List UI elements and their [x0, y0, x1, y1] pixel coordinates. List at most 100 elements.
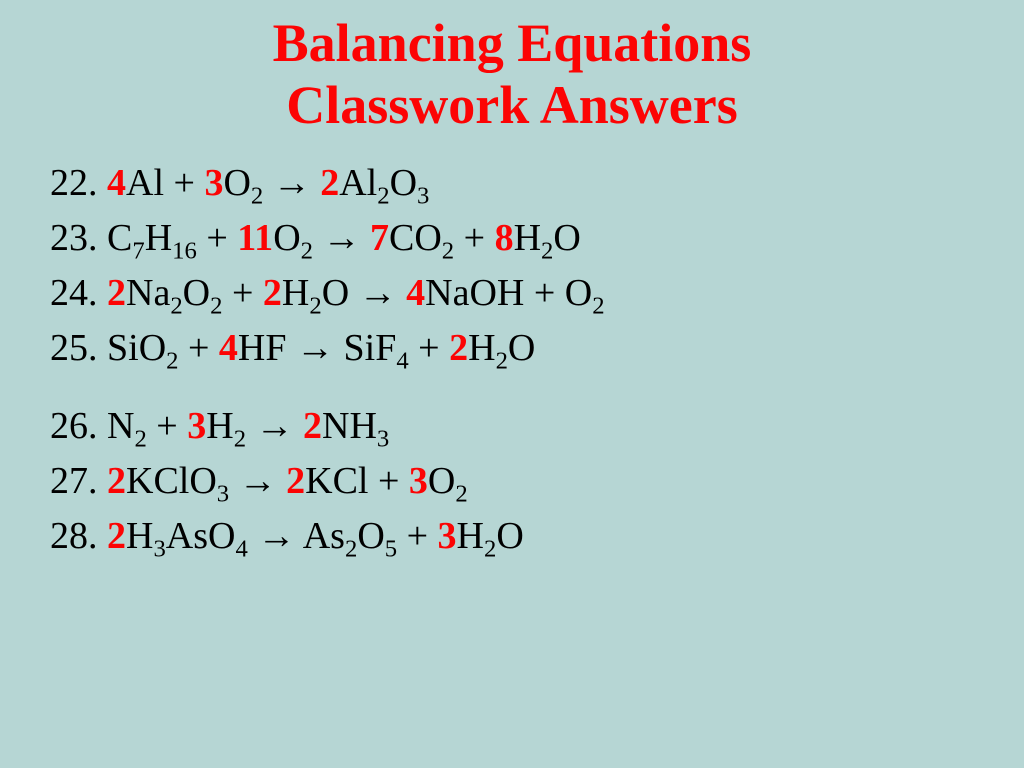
coefficient: 2 [449, 327, 468, 369]
equation-23: 23. C7H16 + 11O2 → 7CO2 + 8H2O [50, 211, 994, 266]
formula-text: O [390, 162, 417, 204]
subscript: 2 [301, 238, 313, 265]
formula-text: → As [248, 515, 345, 557]
formula-text: + [197, 217, 237, 259]
coefficient: 7 [370, 217, 389, 259]
formula-text: H [206, 405, 233, 447]
subscript: 2 [170, 293, 182, 320]
formula-text: + [178, 327, 218, 369]
formula-text: O → [322, 272, 406, 314]
slide-title: Balancing Equations Classwork Answers [30, 12, 994, 136]
formula-text: Al + [126, 162, 204, 204]
formula-text: → [263, 162, 320, 204]
subscript: 16 [172, 238, 197, 265]
title-line-1: Balancing Equations [30, 12, 994, 74]
formula-text: + [409, 327, 449, 369]
subscript: 2 [496, 348, 508, 375]
formula-text: CO [389, 217, 442, 259]
formula-text: H [282, 272, 309, 314]
title-line-2: Classwork Answers [30, 74, 994, 136]
equation-22: 22. 4Al + 3O2 → 2Al2O3 [50, 156, 994, 211]
coefficient: 2 [107, 460, 126, 502]
formula-text: → [229, 460, 286, 502]
subscript: 4 [396, 348, 408, 375]
formula-text: HF → SiF [238, 327, 396, 369]
coefficient: 3 [204, 162, 223, 204]
coefficient: 2 [320, 162, 339, 204]
coefficient: 4 [219, 327, 238, 369]
subscript: 2 [541, 238, 553, 265]
subscript: 4 [235, 535, 247, 562]
formula-text: + [454, 217, 494, 259]
formula-text: O [183, 272, 210, 314]
subscript: 2 [166, 348, 178, 375]
formula-text: AsO [166, 515, 236, 557]
subscript: 3 [377, 425, 389, 452]
formula-text: O [223, 162, 250, 204]
formula-text: KCl + [305, 460, 409, 502]
equation-28: 28. 2H3AsO4 → As2O5 + 3H2O [50, 509, 994, 564]
formula-text: NH [322, 405, 377, 447]
equation-number: 25. [50, 327, 107, 369]
equations-list: 22. 4Al + 3O2 → 2Al2O323. C7H16 + 11O2 →… [30, 156, 994, 564]
formula-text: H [145, 217, 172, 259]
equation-gap [50, 377, 994, 399]
subscript: 3 [153, 535, 165, 562]
equation-number: 24. [50, 272, 107, 314]
formula-text: O [428, 460, 455, 502]
equation-number: 22. [50, 162, 107, 204]
formula-text: + [397, 515, 437, 557]
coefficient: 3 [409, 460, 428, 502]
coefficient: 11 [237, 217, 273, 259]
subscript: 2 [455, 480, 467, 507]
subscript: 2 [484, 535, 496, 562]
formula-text: NaOH + O [425, 272, 592, 314]
subscript: 2 [210, 293, 222, 320]
equation-27: 27. 2KClO3 → 2KCl + 3O2 [50, 454, 994, 509]
formula-text: → [313, 217, 370, 259]
formula-text: O [508, 327, 535, 369]
subscript: 3 [417, 183, 429, 210]
subscript: 3 [217, 480, 229, 507]
subscript: 2 [442, 238, 454, 265]
equation-number: 23. [50, 217, 107, 259]
formula-text: Al [339, 162, 377, 204]
equation-number: 28. [50, 515, 107, 557]
formula-text: N [107, 405, 134, 447]
formula-text: H [514, 217, 541, 259]
subscript: 2 [134, 425, 146, 452]
coefficient: 2 [107, 272, 126, 314]
subscript: 2 [345, 535, 357, 562]
formula-text: → [246, 405, 303, 447]
coefficient: 2 [263, 272, 282, 314]
formula-text: + [147, 405, 187, 447]
formula-text: Na [126, 272, 170, 314]
formula-text: O [357, 515, 384, 557]
formula-text: O [496, 515, 523, 557]
coefficient: 3 [187, 405, 206, 447]
coefficient: 2 [107, 515, 126, 557]
formula-text: SiO [107, 327, 166, 369]
formula-text: O [553, 217, 580, 259]
equation-26: 26. N2 + 3H2 → 2NH3 [50, 399, 994, 454]
subscript: 5 [385, 535, 397, 562]
coefficient: 2 [303, 405, 322, 447]
formula-text: + [222, 272, 262, 314]
coefficient: 4 [107, 162, 126, 204]
equation-number: 27. [50, 460, 107, 502]
subscript: 2 [251, 183, 263, 210]
formula-text: H [126, 515, 153, 557]
subscript: 2 [234, 425, 246, 452]
coefficient: 4 [406, 272, 425, 314]
formula-text: KClO [126, 460, 217, 502]
subscript: 2 [377, 183, 389, 210]
equation-25: 25. SiO2 + 4HF → SiF4 + 2H2O [50, 321, 994, 376]
coefficient: 3 [438, 515, 457, 557]
equation-number: 26. [50, 405, 107, 447]
subscript: 2 [592, 293, 604, 320]
equation-24: 24. 2Na2O2 + 2H2O → 4NaOH + O2 [50, 266, 994, 321]
formula-text: H [468, 327, 495, 369]
coefficient: 8 [495, 217, 514, 259]
formula-text: O [273, 217, 300, 259]
formula-text: C [107, 217, 132, 259]
